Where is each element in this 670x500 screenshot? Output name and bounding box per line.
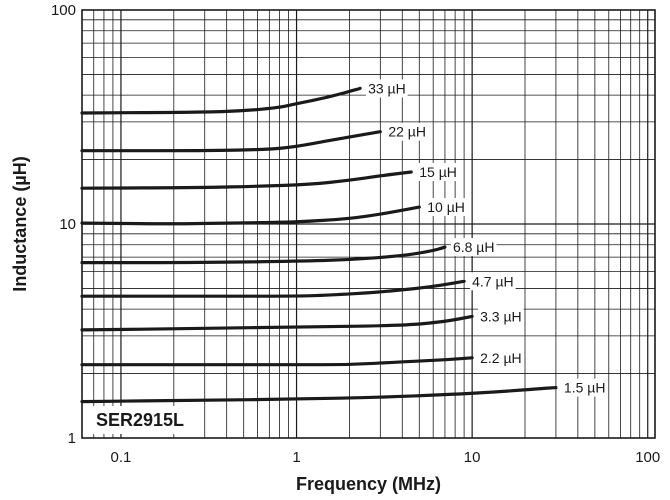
series-curve: [80, 245, 447, 265]
series-label: 1.5 µH: [564, 380, 606, 396]
series-label: 15 µH: [419, 164, 457, 180]
series-curve: [80, 279, 466, 298]
y-tick-label: 100: [51, 2, 76, 19]
tick-label-layer: 0.1 1 10 100 1 10 100: [51, 2, 660, 466]
x-axis-title: Frequency (MHz): [296, 474, 441, 494]
series-label: 2.2 µH: [480, 350, 522, 366]
series-label-background: [478, 307, 524, 326]
x-tick-label: 10: [464, 449, 481, 466]
series-label-background: [417, 162, 459, 181]
series-label-background: [561, 378, 608, 397]
series-label-background: [366, 79, 408, 98]
part-label: SER2915L: [96, 410, 184, 430]
series-label-layer: 33 µH 22 µH 15 µH 10 µH 6.8 µH 4.7 µH 3.3 µH 2.…: [366, 79, 608, 397]
x-tick-label: 1: [292, 449, 300, 466]
part-label-background: [88, 406, 193, 434]
major-grid: [82, 10, 655, 438]
series-layer: [80, 86, 558, 404]
y-axis-title: Inductance (µH): [10, 156, 30, 291]
series-curve: [80, 205, 421, 226]
series-label: 10 µH: [427, 199, 465, 215]
series-curve: [80, 130, 382, 153]
series-label: 6.8 µH: [453, 239, 495, 255]
series-curve: [80, 86, 362, 115]
x-tick-label: 0.1: [111, 449, 132, 466]
series-label-background: [425, 198, 467, 217]
series-label-background: [470, 272, 516, 291]
series-label-background: [386, 122, 428, 141]
series-label: 4.7 µH: [472, 273, 514, 289]
series-label-background: [478, 348, 524, 367]
series-curve: [80, 356, 474, 367]
y-tick-label: 1: [68, 430, 76, 447]
series-label: 33 µH: [368, 80, 406, 96]
x-tick-label: 100: [635, 449, 660, 466]
series-curve: [80, 170, 413, 190]
series-label: 22 µH: [388, 124, 426, 140]
series-label-background: [450, 238, 497, 257]
series-label: 3.3 µH: [480, 308, 522, 324]
series-curve: [80, 314, 474, 332]
y-tick-label: 10: [59, 216, 76, 233]
series-curve: [80, 385, 558, 404]
